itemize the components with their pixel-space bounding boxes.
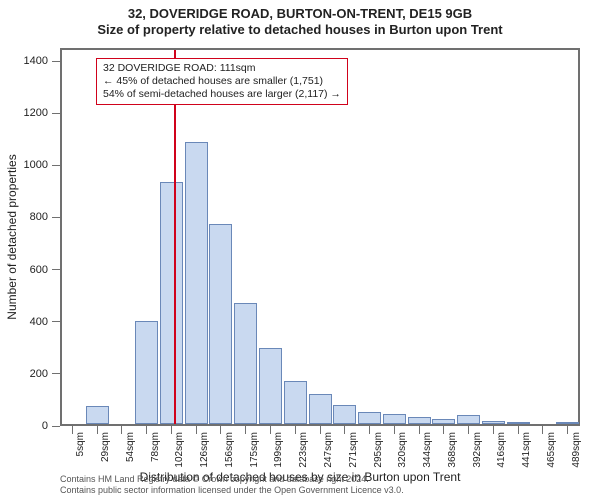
y-tick <box>52 426 60 427</box>
x-tick-label: 29sqm <box>100 432 111 462</box>
y-tick <box>52 165 60 166</box>
x-tick-label: 392sqm <box>472 432 483 468</box>
x-tick <box>295 426 296 434</box>
chart-container: 32, DOVERIDGE ROAD, BURTON-ON-TRENT, DE1… <box>0 0 600 500</box>
y-tick <box>52 269 60 270</box>
x-tick-label: 416sqm <box>496 432 507 468</box>
x-tick-label: 489sqm <box>571 432 582 468</box>
y-tick-label: 400 <box>30 316 48 328</box>
x-tick-label: 223sqm <box>298 432 309 468</box>
x-tick <box>369 426 370 434</box>
y-tick <box>52 321 60 322</box>
x-tick <box>171 426 172 434</box>
x-tick <box>320 426 321 434</box>
histogram-bar <box>86 406 109 424</box>
y-tick-label: 1200 <box>24 107 48 119</box>
y-axis-label: Number of detached properties <box>5 154 19 319</box>
y-tick <box>52 113 60 114</box>
x-tick-label: 247sqm <box>323 432 334 468</box>
footnote-line-1: Contains HM Land Registry data © Crown c… <box>60 474 404 485</box>
x-tick-label: 199sqm <box>273 432 284 468</box>
x-tick <box>97 426 98 434</box>
annotation-line: 32 DOVERIDGE ROAD: 111sqm <box>103 62 341 75</box>
histogram-bar <box>408 417 431 424</box>
plot-region: 02004006008001000120014005sqm29sqm54sqm7… <box>60 48 580 426</box>
histogram-bar <box>185 142 208 424</box>
histogram-bar <box>234 303 257 424</box>
x-tick-label: 295sqm <box>373 432 384 468</box>
x-tick <box>419 426 420 434</box>
x-tick-label: 5sqm <box>75 432 86 456</box>
histogram-bar <box>432 419 455 424</box>
histogram-bar <box>284 381 307 424</box>
x-tick-label: 368sqm <box>447 432 458 468</box>
x-tick <box>493 426 494 434</box>
histogram-bar <box>556 422 579 424</box>
x-tick <box>344 426 345 434</box>
annotation-box: 32 DOVERIDGE ROAD: 111sqm← 45% of detach… <box>96 58 348 105</box>
x-tick-label: 175sqm <box>249 432 260 468</box>
footnote: Contains HM Land Registry data © Crown c… <box>60 474 404 496</box>
x-tick-label: 271sqm <box>348 432 359 468</box>
x-tick-label: 156sqm <box>224 432 235 468</box>
title-block: 32, DOVERIDGE ROAD, BURTON-ON-TRENT, DE1… <box>0 0 600 39</box>
x-tick <box>542 426 543 434</box>
histogram-bar <box>135 321 158 424</box>
title-line-1: 32, DOVERIDGE ROAD, BURTON-ON-TRENT, DE1… <box>0 6 600 22</box>
histogram-bar <box>482 421 505 424</box>
y-tick-label: 800 <box>30 211 48 223</box>
x-tick <box>220 426 221 434</box>
marker-line <box>174 50 176 424</box>
x-tick-label: 344sqm <box>422 432 433 468</box>
histogram-bar <box>333 405 356 424</box>
x-tick-label: 78sqm <box>150 432 161 462</box>
x-tick <box>443 426 444 434</box>
x-tick <box>146 426 147 434</box>
histogram-bar <box>259 348 282 424</box>
x-tick-label: 441sqm <box>521 432 532 468</box>
x-tick <box>245 426 246 434</box>
y-tick-label: 1400 <box>24 55 48 67</box>
x-tick <box>270 426 271 434</box>
histogram-bar <box>358 412 381 424</box>
x-tick-label: 465sqm <box>546 432 557 468</box>
histogram-bar <box>383 414 406 424</box>
y-tick <box>52 217 60 218</box>
y-tick <box>52 373 60 374</box>
x-tick <box>567 426 568 434</box>
x-tick <box>468 426 469 434</box>
x-tick-label: 320sqm <box>397 432 408 468</box>
histogram-bar <box>160 182 183 424</box>
x-tick-label: 126sqm <box>199 432 210 468</box>
title-line-2: Size of property relative to detached ho… <box>0 22 600 38</box>
x-tick <box>518 426 519 434</box>
y-tick <box>52 61 60 62</box>
y-tick-label: 1000 <box>24 159 48 171</box>
x-tick-label: 102sqm <box>174 432 185 468</box>
annotation-line: 54% of semi-detached houses are larger (… <box>103 88 341 101</box>
footnote-line-2: Contains public sector information licen… <box>60 485 404 496</box>
annotation-line: ← 45% of detached houses are smaller (1,… <box>103 75 341 88</box>
histogram-bar <box>209 224 232 424</box>
x-tick <box>394 426 395 434</box>
x-tick <box>72 426 73 434</box>
y-tick-label: 600 <box>30 264 48 276</box>
y-tick-label: 200 <box>30 368 48 380</box>
histogram-bar <box>309 394 332 424</box>
x-tick <box>121 426 122 434</box>
y-tick-label: 0 <box>42 420 48 432</box>
x-tick <box>196 426 197 434</box>
histogram-bar <box>457 415 480 424</box>
histogram-bar <box>507 422 530 424</box>
x-tick-label: 54sqm <box>125 432 136 462</box>
